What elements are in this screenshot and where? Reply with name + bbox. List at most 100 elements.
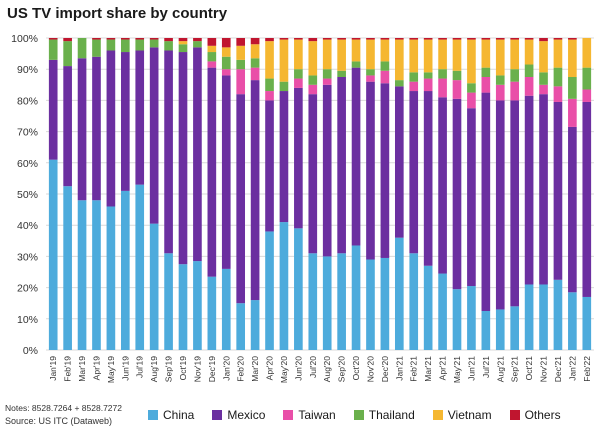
bar-segment-vietnam xyxy=(208,46,217,52)
bar-segment-thailand xyxy=(78,38,87,58)
bar-segment-thailand xyxy=(208,52,217,61)
bar-segment-mexico xyxy=(208,68,217,277)
bar-segment-thailand xyxy=(236,60,245,69)
bar-segment-china xyxy=(323,256,332,350)
bar-segment-others xyxy=(308,38,317,41)
bar-segment-mexico xyxy=(222,75,231,268)
bar-segment-taiwan xyxy=(208,61,217,67)
bar-segment-china xyxy=(135,185,144,350)
bar-segment-vietnam xyxy=(525,40,534,65)
bar-segment-taiwan xyxy=(308,85,317,94)
bar-segment-china xyxy=(582,297,591,350)
x-tick-label: Mar'19 xyxy=(77,356,87,382)
bar-segment-china xyxy=(265,231,274,350)
bar-segment-mexico xyxy=(453,99,462,289)
legend-item-thailand: Thailand xyxy=(354,408,415,422)
y-tick-label: 40% xyxy=(17,220,38,232)
bar-segment-thailand xyxy=(337,71,346,77)
bar-segment-others xyxy=(92,38,101,40)
x-tick-label: Jan'21 xyxy=(394,356,404,381)
bar-segment-vietnam xyxy=(539,41,548,72)
bar-segment-china xyxy=(395,238,404,350)
bar-segment-mexico xyxy=(150,47,159,223)
bar-segment-vietnam xyxy=(554,40,563,68)
bar-segment-thailand xyxy=(92,40,101,57)
bar-segment-taiwan xyxy=(510,82,519,101)
bar-segment-mexico xyxy=(352,68,361,246)
bar-segment-china xyxy=(280,222,289,350)
bar-segment-mexico xyxy=(496,100,505,309)
bar-segment-china xyxy=(409,253,418,350)
x-tick-label: Jun'20 xyxy=(293,356,303,381)
bar-segment-others xyxy=(482,38,491,40)
legend-swatch xyxy=(148,410,158,420)
bar-segment-vietnam xyxy=(308,41,317,75)
bar-segment-taiwan xyxy=(554,86,563,102)
x-tick-label: Aug'19 xyxy=(149,356,159,382)
bar-segment-mexico xyxy=(539,94,548,284)
bar-segment-china xyxy=(208,277,217,350)
bar-segment-china xyxy=(568,292,577,350)
x-tick-label: Oct'21 xyxy=(524,356,534,381)
bar-segment-china xyxy=(496,309,505,350)
bar-segment-china xyxy=(63,186,72,350)
bar-segment-others xyxy=(208,38,217,46)
bar-segment-mexico xyxy=(510,100,519,306)
bar-segment-china xyxy=(337,253,346,350)
bar-segment-thailand xyxy=(280,82,289,91)
legend-label: Vietnam xyxy=(448,408,492,422)
bar-segment-china xyxy=(453,289,462,350)
legend-item-china: China xyxy=(148,408,194,422)
x-tick-label: Apr'19 xyxy=(91,356,101,381)
x-tick-label: Nov'21 xyxy=(539,356,549,382)
bar-segment-mexico xyxy=(323,85,332,257)
x-tick-label: Aug'20 xyxy=(322,356,332,382)
x-tick-label: Nov'19 xyxy=(192,356,202,382)
bar-segment-china xyxy=(150,224,159,350)
legend-item-taiwan: Taiwan xyxy=(283,408,335,422)
legend-swatch xyxy=(283,410,293,420)
bar-segment-china xyxy=(49,160,58,350)
bar-segment-thailand xyxy=(150,40,159,48)
bar-segment-china xyxy=(193,261,202,350)
bar-segment-thailand xyxy=(496,75,505,84)
bar-segment-vietnam xyxy=(179,41,188,44)
legend-swatch xyxy=(212,410,222,420)
bar-segment-china xyxy=(352,245,361,350)
bar-segment-others xyxy=(496,38,505,40)
bar-segment-vietnam xyxy=(582,38,591,68)
x-tick-label: Apr'21 xyxy=(438,356,448,381)
bar-segment-mexico xyxy=(308,94,317,253)
bar-segment-others xyxy=(265,38,274,41)
bar-segment-others xyxy=(179,38,188,41)
bar-segment-china xyxy=(539,284,548,350)
x-tick-label: Sep'20 xyxy=(337,356,347,382)
bar-segment-mexico xyxy=(554,102,563,280)
bar-segment-others xyxy=(453,38,462,40)
bar-segment-taiwan xyxy=(265,91,274,100)
bar-segment-thailand xyxy=(453,71,462,80)
bar-segment-china xyxy=(164,253,173,350)
legend-swatch xyxy=(433,410,443,420)
bar-segment-china xyxy=(222,269,231,350)
bar-segment-taiwan xyxy=(582,89,591,101)
bar-segment-others xyxy=(467,38,476,40)
bar-segment-mexico xyxy=(78,58,87,200)
y-tick-label: 70% xyxy=(17,127,38,139)
bar-segment-others xyxy=(280,38,289,40)
bar-segment-mexico xyxy=(193,47,202,261)
bar-segment-mexico xyxy=(482,93,491,311)
x-tick-label: May'21 xyxy=(452,356,462,383)
bar-segment-mexico xyxy=(236,94,245,303)
bar-segment-mexico xyxy=(568,127,577,292)
x-tick-label: Sep'19 xyxy=(164,356,174,382)
bar-segment-thailand xyxy=(525,65,534,77)
bar-segment-taiwan xyxy=(482,77,491,93)
x-tick-label: May'19 xyxy=(106,356,116,383)
bar-segment-thailand xyxy=(121,40,130,52)
bar-segment-others xyxy=(193,38,202,41)
bar-segment-mexico xyxy=(395,86,404,237)
bar-segment-vietnam xyxy=(222,47,231,56)
bar-segment-taiwan xyxy=(525,77,534,96)
bar-segment-others xyxy=(251,38,260,44)
